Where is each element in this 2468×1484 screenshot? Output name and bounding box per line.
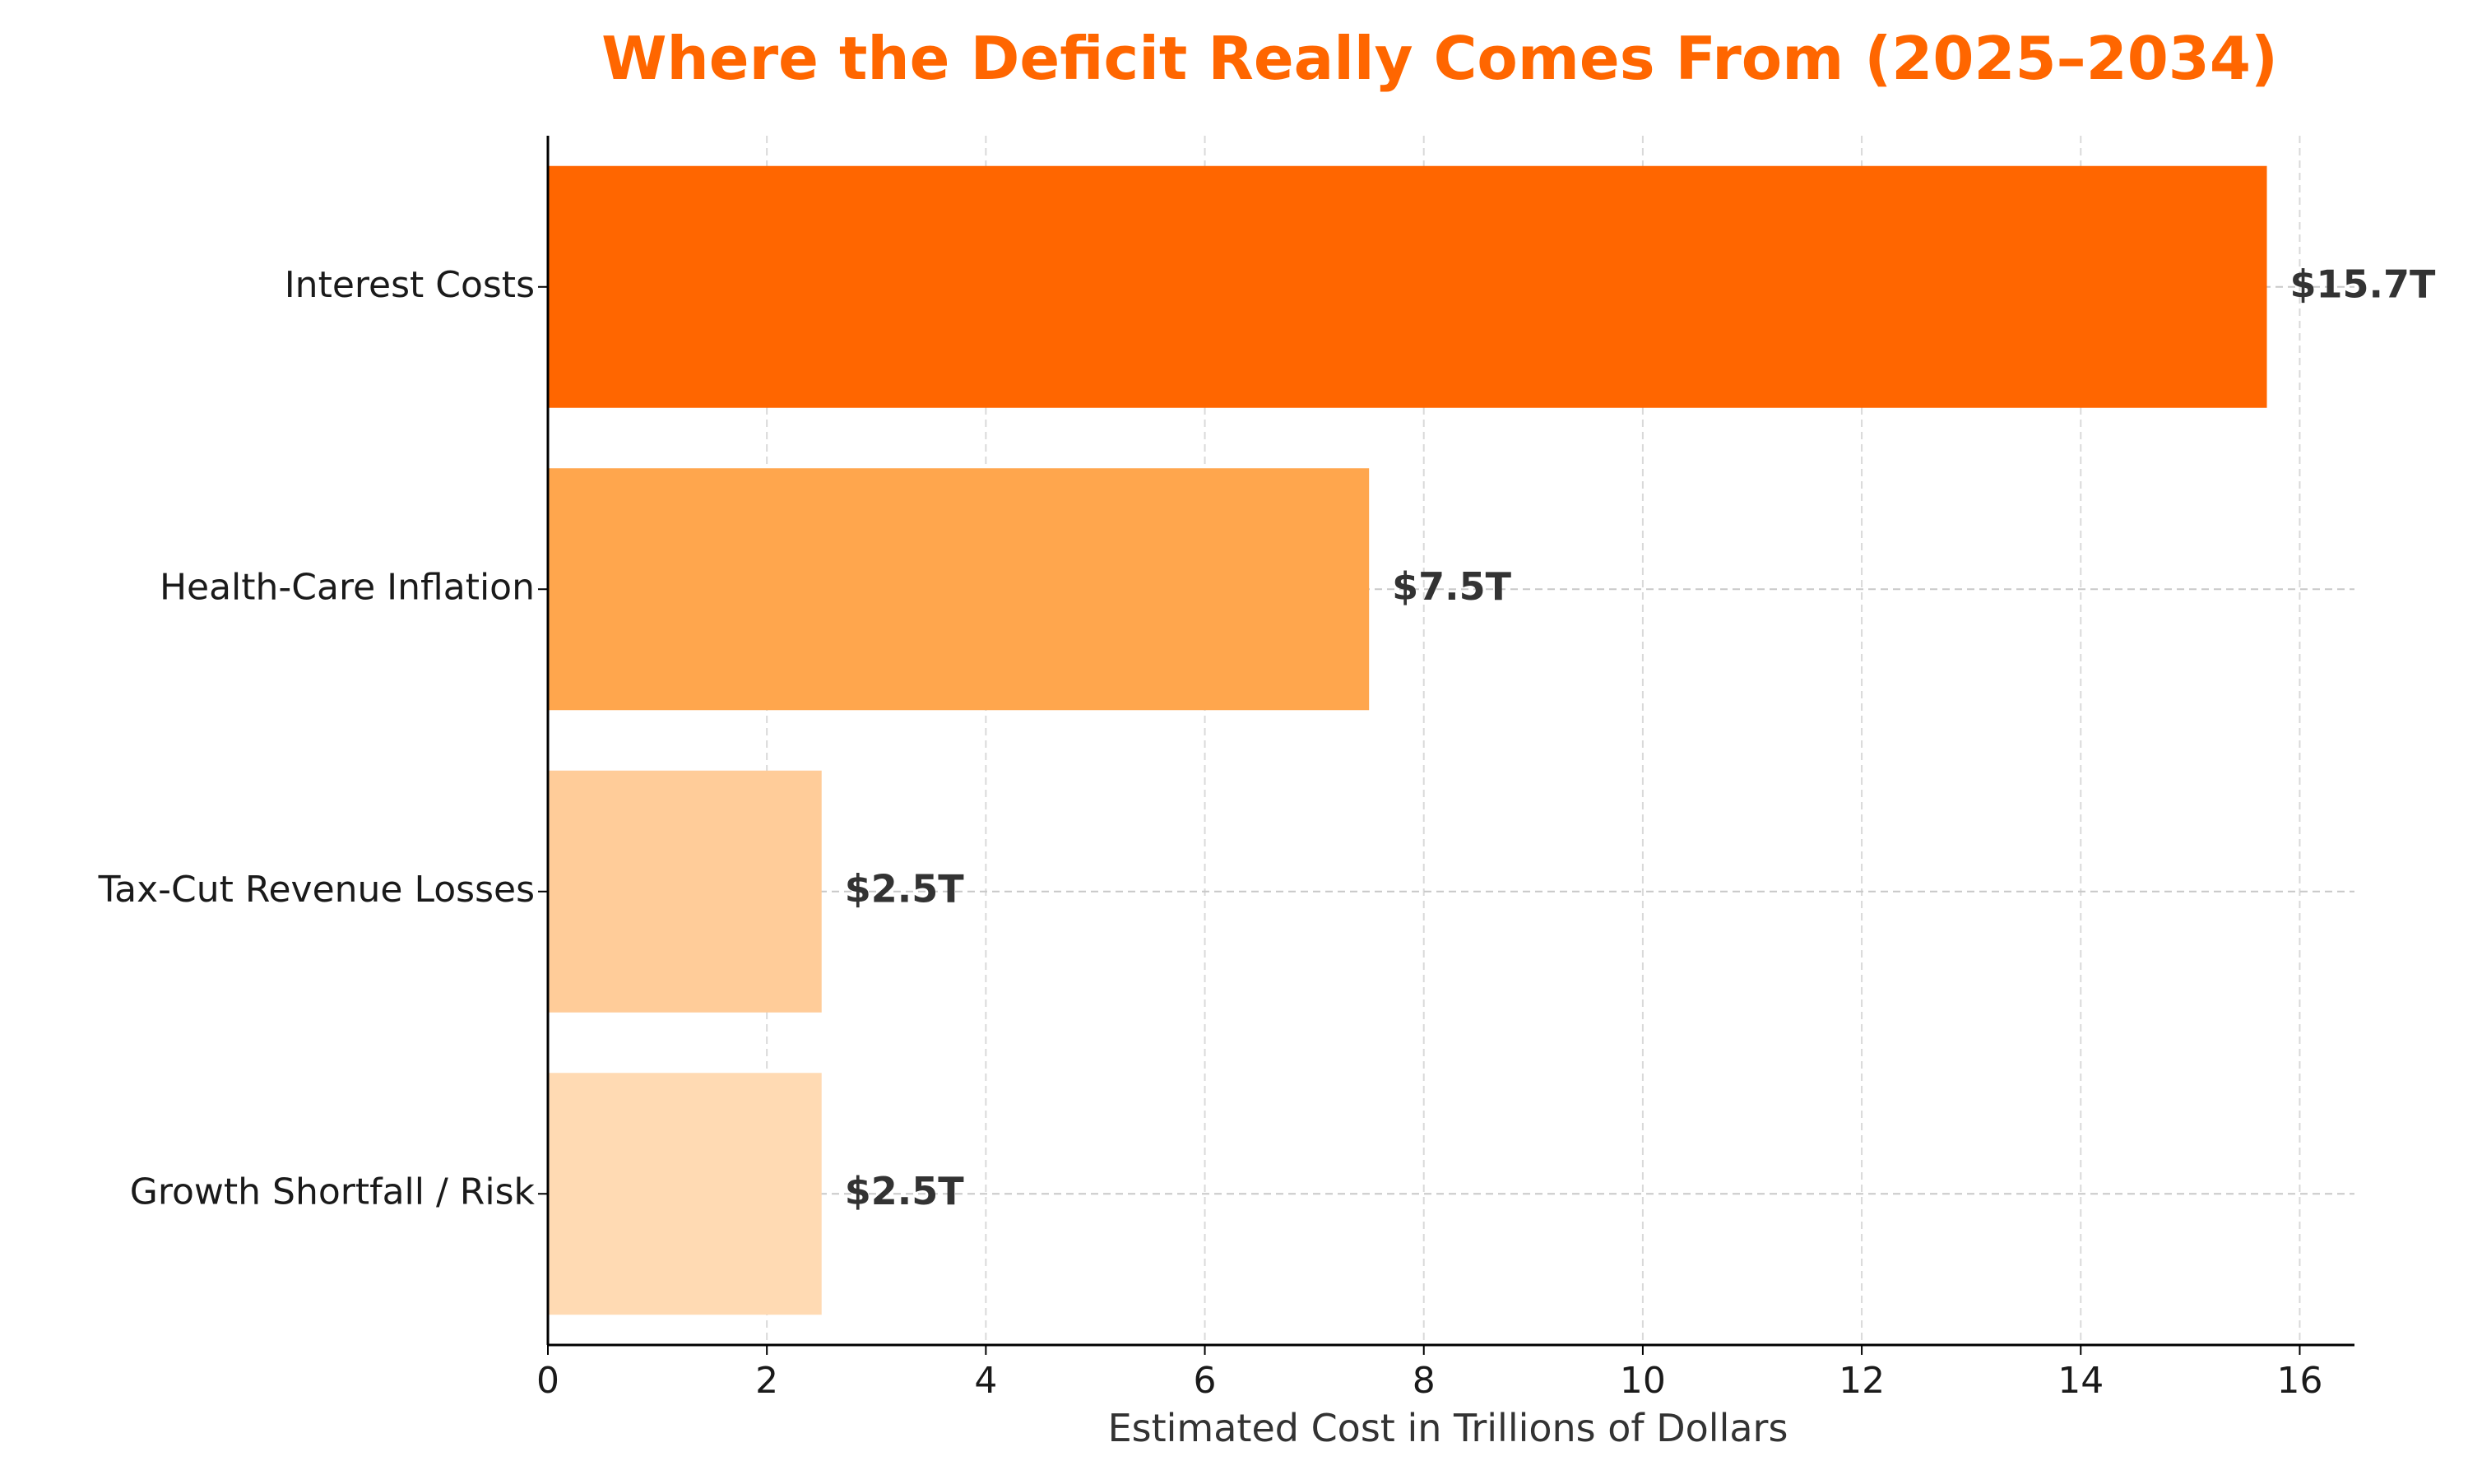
x-axis-label: Estimated Cost in Trillions of Dollars <box>1108 1406 1788 1450</box>
label-layer: $15.7T Interest Costs $7.5T Health-Care Inf… <box>98 262 2436 1402</box>
y-tick-label: Tax-Cut Revenue Losses <box>98 869 535 911</box>
bar <box>548 165 2267 408</box>
x-tick-label: 4 <box>974 1360 997 1402</box>
value-label: $2.5T <box>845 1169 964 1213</box>
x-tick-label: 6 <box>1194 1360 1217 1402</box>
x-tick-label: 14 <box>2057 1360 2104 1402</box>
value-label: $2.5T <box>845 866 964 911</box>
axis-layer <box>538 136 2354 1355</box>
bar <box>548 468 1370 711</box>
value-label: $7.5T <box>1392 564 1511 609</box>
x-tick-label: 16 <box>2276 1360 2322 1402</box>
value-label: $15.7T <box>2290 262 2437 306</box>
bar-layer <box>548 165 2267 1315</box>
x-tick-label: 12 <box>1839 1360 1885 1402</box>
x-tick-label: 10 <box>1620 1360 1666 1402</box>
bar <box>548 1073 822 1315</box>
x-tick-label: 2 <box>755 1360 778 1402</box>
bar <box>548 770 822 1013</box>
y-tick-label: Interest Costs <box>285 264 535 306</box>
x-tick-label: 0 <box>536 1360 559 1402</box>
y-tick-label: Health-Care Inflation <box>160 566 535 608</box>
y-tick-label: Growth Shortfall / Risk <box>130 1171 536 1213</box>
chart-title: Where the Deficit Really Comes From (202… <box>601 24 2278 93</box>
x-tick-label: 8 <box>1413 1360 1436 1402</box>
